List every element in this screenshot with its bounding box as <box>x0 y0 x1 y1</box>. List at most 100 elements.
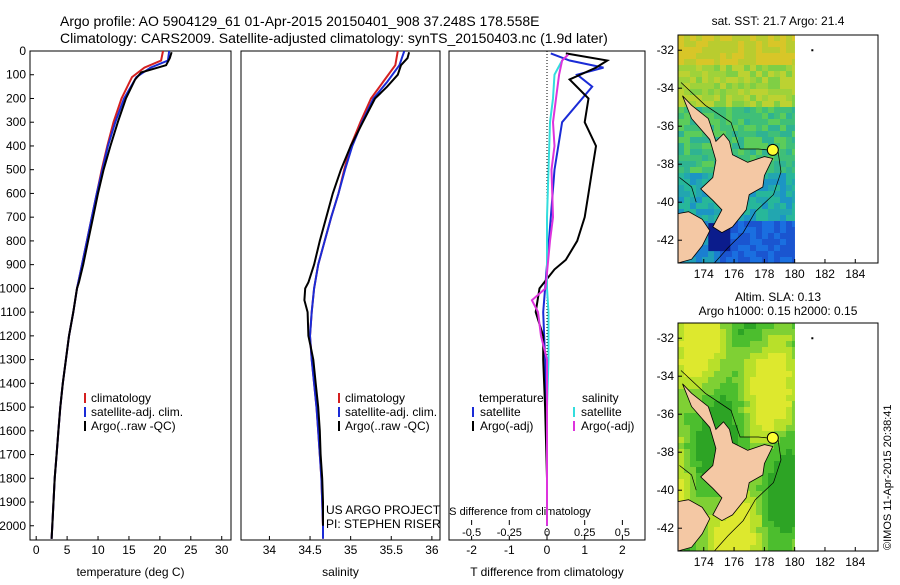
map-cell <box>684 461 691 468</box>
map-cell <box>708 395 715 402</box>
sla-map-subtitle: Argo h1000: 0.15 h2000: 0.15 <box>699 304 858 318</box>
map-cell <box>744 95 751 102</box>
map-cell <box>690 491 697 498</box>
map-cell <box>762 137 769 144</box>
map-cell <box>732 71 739 78</box>
map-cell <box>750 191 757 198</box>
map-cell <box>762 503 769 510</box>
map-cell <box>696 377 703 384</box>
map-cell <box>762 83 769 90</box>
map-cell <box>768 167 775 174</box>
map-cell <box>732 239 739 246</box>
map-cell <box>780 515 787 522</box>
y-tick-label: 1500 <box>0 400 26 414</box>
map-cell <box>792 431 795 438</box>
map-cell <box>714 389 721 396</box>
map-cell <box>756 203 763 210</box>
map-cell <box>750 479 757 486</box>
map-cell <box>762 149 769 156</box>
map-cell <box>774 47 781 54</box>
map-cell <box>756 341 763 348</box>
map-cell <box>696 209 703 216</box>
map-cell <box>756 251 763 258</box>
map-cell <box>768 473 775 480</box>
map-cell <box>678 209 685 216</box>
map-cell <box>774 203 781 210</box>
map-cell <box>732 113 739 120</box>
map-cell <box>768 53 775 60</box>
map-cell <box>708 485 715 492</box>
map-cell <box>702 329 709 336</box>
map-cell <box>690 257 697 264</box>
map-cell <box>678 377 685 384</box>
temperature-panel: 0 5 10 15 20 25 300100200300400500600700800900… <box>0 44 232 579</box>
map-cell <box>720 107 727 114</box>
map-cell <box>726 125 733 132</box>
map-cell <box>756 485 763 492</box>
map-cell <box>768 197 775 204</box>
map-cell <box>780 245 787 252</box>
map-cell <box>756 425 763 432</box>
map-cell <box>792 335 795 342</box>
project-credit: US ARGO PROJECT <box>326 503 441 517</box>
map-cell <box>684 437 691 444</box>
map-cell <box>774 545 781 552</box>
map-cell <box>702 389 709 396</box>
map-cell <box>708 515 715 522</box>
map-cell <box>750 113 757 120</box>
map-cell <box>780 503 787 510</box>
map-cell <box>720 47 727 54</box>
map-cell <box>750 155 757 162</box>
map-cell <box>762 233 769 240</box>
map-cell <box>738 437 745 444</box>
map-cell <box>792 203 795 210</box>
map-cell <box>696 437 703 444</box>
map-cell <box>732 101 739 108</box>
map-cell <box>762 77 769 84</box>
map-cell <box>738 533 745 540</box>
map-cell <box>696 413 703 420</box>
map-cell <box>708 203 715 210</box>
map-cell <box>714 71 721 78</box>
map-cell <box>768 455 775 462</box>
map-cell <box>792 59 795 66</box>
map-cell <box>696 173 703 180</box>
map-cell <box>720 527 727 534</box>
y-tick-label: -34 <box>657 369 675 383</box>
map-cell <box>678 113 685 120</box>
map-cell <box>726 533 733 540</box>
map-cell <box>684 41 691 48</box>
map-cell <box>774 341 781 348</box>
map-cell <box>690 449 697 456</box>
map-cell <box>762 239 769 246</box>
map-cell <box>762 47 769 54</box>
map-cell <box>762 365 769 372</box>
map-cell <box>768 89 775 96</box>
map-cell <box>768 533 775 540</box>
map-cell <box>750 353 757 360</box>
map-cell <box>750 485 757 492</box>
map-cell <box>792 545 795 552</box>
map-cell <box>714 533 721 540</box>
map-cell <box>732 335 739 342</box>
map-cell <box>756 359 763 366</box>
map-cell <box>678 437 685 444</box>
map-cell <box>780 389 787 396</box>
map-cell <box>786 389 793 396</box>
map-cell <box>678 461 685 468</box>
map-cell <box>732 545 739 552</box>
map-cell <box>792 143 795 150</box>
y-tick-label: 1400 <box>0 376 26 390</box>
map-cell <box>762 329 769 336</box>
map-cell <box>744 401 751 408</box>
map-cell <box>780 533 787 540</box>
map-cell <box>792 65 795 72</box>
map-cell <box>756 353 763 360</box>
map-cell <box>726 107 733 114</box>
map-cell <box>726 113 733 120</box>
map-cell <box>708 521 715 528</box>
map-cell <box>744 239 751 246</box>
map-cell <box>762 419 769 426</box>
s-tick-label: 0 <box>544 527 550 539</box>
map-cell <box>780 35 787 42</box>
